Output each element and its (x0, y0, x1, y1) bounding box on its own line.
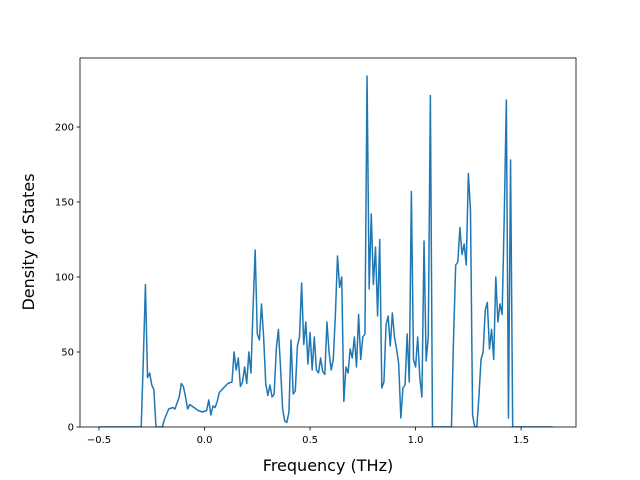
x-tick-label: 1.5 (513, 435, 529, 446)
x-tick-label: −0.5 (87, 435, 111, 446)
y-tick-label: 200 (55, 123, 74, 134)
y-tick-label: 0 (68, 423, 74, 434)
x-tick-label: 1.0 (408, 435, 424, 446)
x-axis-label: Frequency (THz) (263, 456, 393, 475)
plot-frame (79, 57, 577, 428)
x-tick-label: 0.5 (302, 435, 318, 446)
y-tick-label: 100 (55, 273, 74, 284)
line (99, 75, 553, 427)
y-tick-label: 50 (61, 348, 74, 359)
x-tick-label: 0.0 (197, 435, 213, 446)
y-tick-label: 150 (55, 198, 74, 209)
y-axis-label: Density of States (19, 173, 38, 310)
